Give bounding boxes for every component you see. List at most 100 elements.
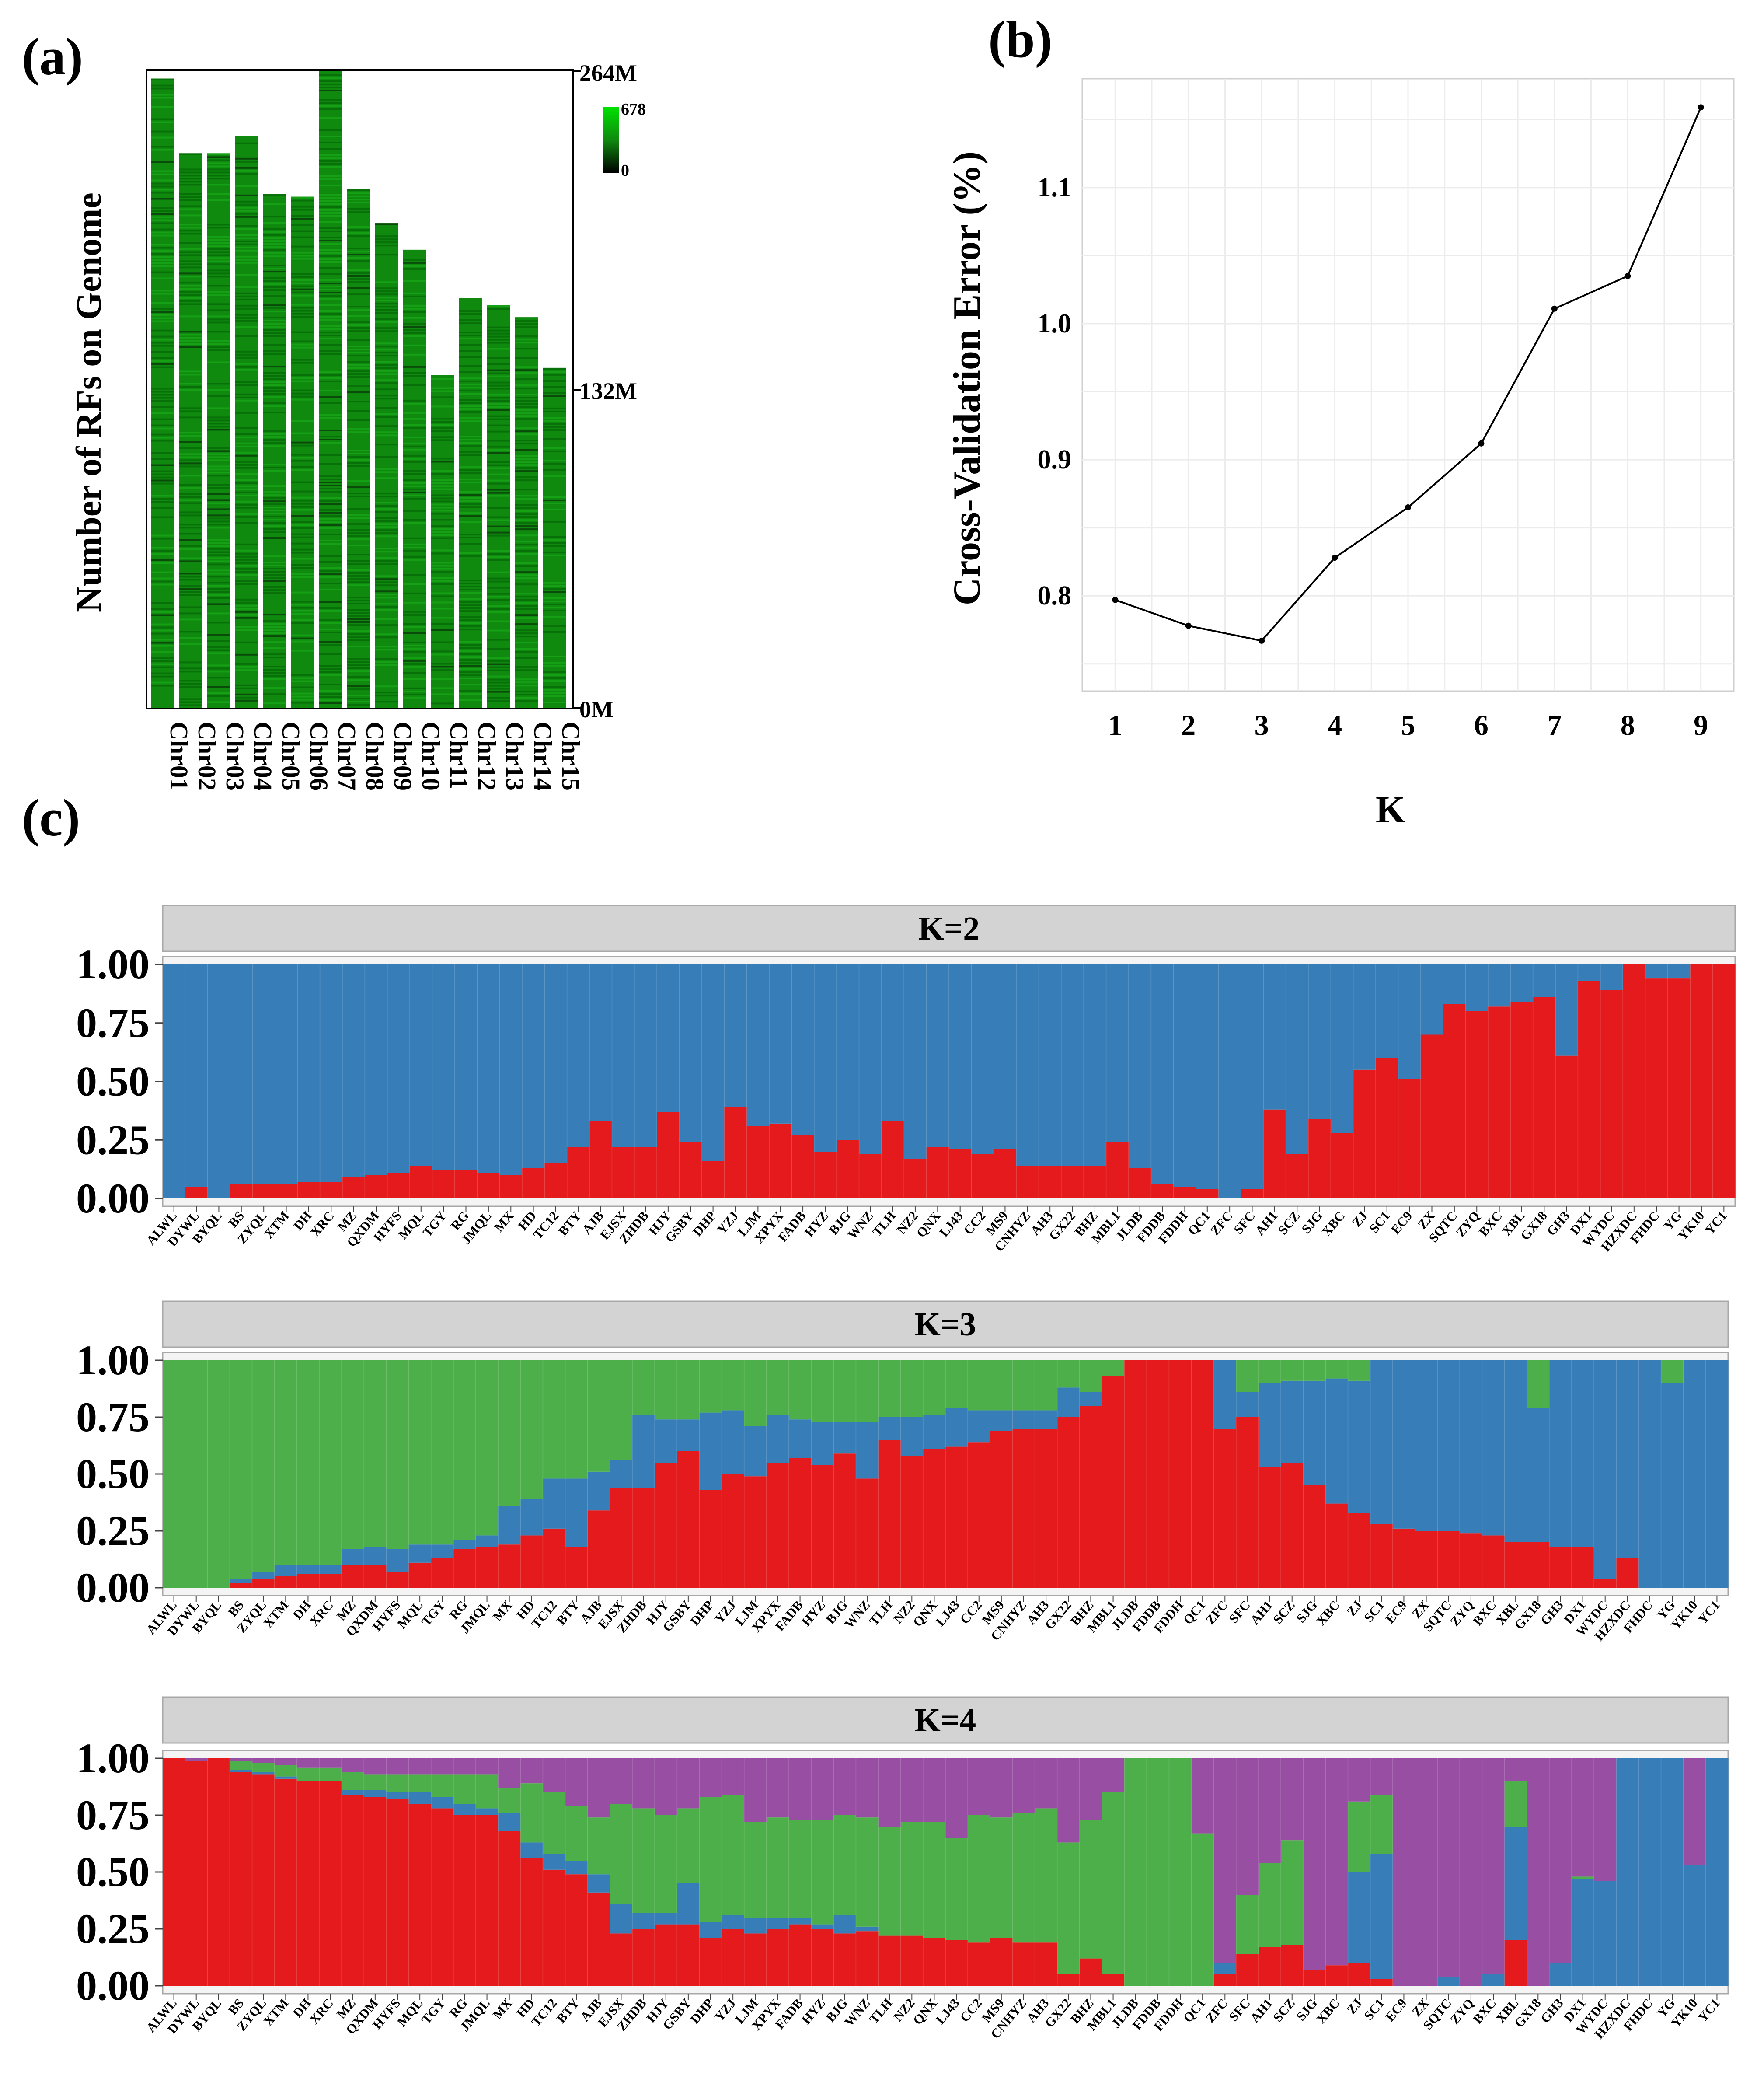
segment-red [1482,1535,1505,1588]
density-stripe [515,550,538,552]
density-stripe [347,199,370,201]
density-stripe [347,257,370,259]
density-stripe [179,242,202,244]
density-stripe [235,641,258,643]
chromosome-label: Chr05 [277,722,305,791]
density-stripe [207,493,230,495]
density-stripe [543,591,566,593]
density-stripe [487,675,510,678]
segment-blue [499,964,523,1175]
panel-a-ylabel: Number of RFs on Genome [69,192,108,612]
density-stripe [403,292,426,294]
density-stripe [347,226,370,228]
segment-green [1079,1820,1102,1959]
density-stripe [179,343,202,345]
density-stripe [375,535,398,538]
sample-label: TC12 [530,1209,561,1242]
density-stripe [431,494,454,496]
density-stripe [235,335,258,337]
density-stripe [347,248,370,250]
sample-bar-nz2 [903,964,927,1198]
segment-red [431,1558,454,1588]
density-stripe [291,536,314,538]
sample-bar-hjy [654,1758,677,1986]
density-stripe [515,565,538,567]
density-stripe [151,192,174,194]
density-stripe [431,565,454,567]
density-stripe [487,580,510,583]
density-stripe [179,334,202,336]
density-stripe [179,447,202,449]
density-stripe [151,577,174,580]
panel-b-ticks: 0.80.91.01.11 2 3 4 5 6 7 8 9 [1038,173,1708,741]
density-stripe [515,372,538,374]
density-stripe [319,632,342,633]
density-stripe [179,475,202,477]
density-stripe [291,503,314,505]
sample-label: AH1 [1252,1209,1280,1238]
density-stripe [487,381,510,384]
y-tick-label: 0.25 [76,1507,150,1554]
segment-green [543,1792,566,1854]
sample-bar-qc1 [1196,964,1219,1198]
density-stripe [179,502,202,504]
density-stripe [151,290,174,292]
density-stripe [459,616,482,618]
segment-blue [498,1813,521,1831]
density-stripe [403,644,426,646]
sample-bar-jldb [1128,964,1151,1198]
density-stripe [179,227,202,229]
density-stripe [179,291,202,293]
density-stripe [487,329,510,332]
density-stripe [319,414,342,416]
density-stripe [459,604,482,606]
density-stripe [431,436,454,438]
density-stripe [263,280,286,282]
segment-red [365,1175,388,1198]
density-stripe [375,456,398,458]
sample-label: CC2 [957,1996,985,2025]
segment-red [544,1163,568,1198]
density-stripe [347,361,370,363]
segment-green [296,1360,320,1565]
sample-label: TLH [866,1598,895,1628]
density-stripe [319,589,342,590]
density-stripe [319,377,342,379]
sample-bar-bs [229,1758,253,1986]
y-tick-label: 0.8 [1038,581,1072,611]
density-stripe [319,105,342,107]
segment-blue [814,964,837,1152]
density-stripe [403,384,426,386]
density-stripe [179,175,202,177]
density-stripe [319,555,342,557]
density-stripe [263,412,286,414]
segment-purple [1572,1758,1594,1877]
segment-red [589,1121,613,1198]
density-legend-min: 0 [621,161,629,180]
sample-label: YZJ [715,1209,742,1237]
segment-blue [364,1547,387,1565]
density-stripe [263,485,286,487]
density-stripe [263,562,286,564]
chromosome-label: Chr03 [221,722,249,791]
density-stripe [319,335,342,336]
density-stripe [319,512,342,514]
sample-bar-tc12 [544,964,568,1198]
density-stripe [431,500,454,503]
density-stripe [347,370,370,372]
density-stripe [515,415,538,417]
density-stripe [515,397,538,399]
density-stripe [263,507,286,509]
density-stripe [319,371,342,373]
sample-bar-xpyx [766,1758,789,1986]
sample-bar-hyfs [386,1758,409,1986]
density-stripe [235,669,258,671]
density-stripe [179,178,202,180]
density-stripe [515,342,538,344]
segment-blue [274,1776,297,1779]
density-stripe [179,407,202,409]
density-stripe [151,302,174,304]
sample-label: ZYQ [1454,1209,1483,1240]
segment-red [1061,1166,1084,1198]
sample-bar-bty [565,1360,588,1588]
